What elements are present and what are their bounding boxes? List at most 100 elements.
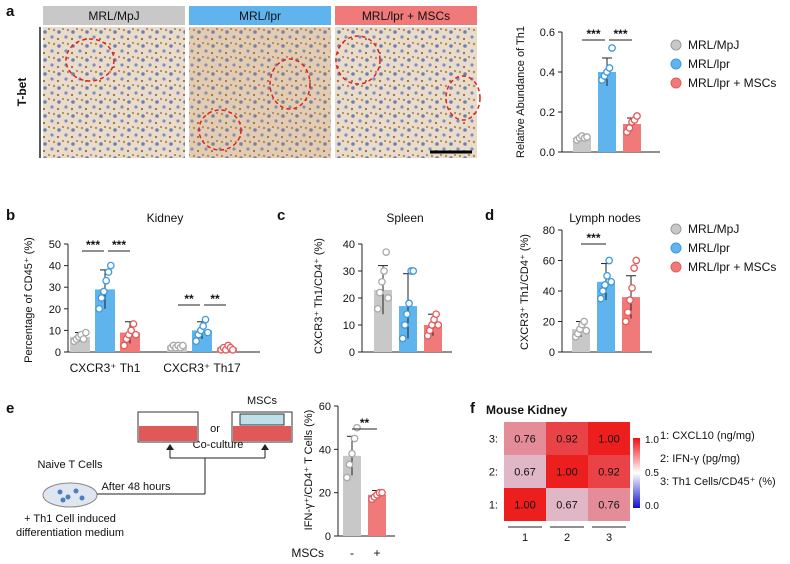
e-0-point (350, 434, 359, 443)
heatmap-key: 2: IFN-γ (pg/mg) (660, 453, 740, 465)
e-xtick-label: + (373, 546, 380, 560)
micrograph-mpj (43, 27, 185, 158)
b-ylabel: Percentage of CD45⁺ (%) (23, 237, 35, 363)
heatmap-cell (588, 422, 630, 455)
colorbar-tick: 1.0 (645, 435, 659, 446)
colorbar-tick: 0.0 (645, 501, 659, 512)
or-label: or (210, 423, 220, 435)
e-ytick-label: 20 (319, 488, 331, 500)
header-mpj (43, 6, 185, 25)
c-ytick-label: 20 (343, 293, 355, 305)
d-2-point (632, 256, 641, 265)
b-0-1-bar (95, 289, 115, 352)
panel-label-a: a (6, 3, 15, 20)
heatmap-cell (546, 455, 588, 488)
petri-dish (42, 482, 98, 508)
a-ytick-label: 0.0 (540, 147, 555, 159)
a1-sig-label: *** (586, 27, 600, 41)
chart-d: Lymph nodes 0 20 40 60 80 CXCR3⁺ Th1/CD4⁺ (%) *… (519, 211, 652, 359)
c-title: Spleen (386, 211, 423, 225)
c-1-point (409, 267, 418, 275)
e-1-bar (368, 494, 386, 536)
d-1-point (605, 256, 614, 265)
heatmap-cell (546, 422, 588, 455)
c-0-point (373, 304, 382, 313)
b-1-0-point (178, 341, 187, 350)
heatmap-col-label: 3 (606, 532, 612, 544)
b-ytick-label: 30 (49, 282, 61, 294)
b-1-2-point (228, 345, 237, 354)
b-1-1-point (203, 328, 212, 337)
d-ytick-label: 40 (543, 286, 555, 298)
d-1-point (603, 271, 611, 280)
e-0-point (345, 460, 354, 469)
a-2-point (633, 112, 641, 120)
c-1-point (398, 334, 407, 343)
header-msc-label: MRL/lpr + MSCs (362, 9, 450, 23)
b-0-1-point (102, 276, 111, 285)
heatmap-cell-value: 0.76 (514, 434, 535, 446)
c-ylabel: CXCR3⁺ Th1/CD4⁺ (%) (313, 238, 325, 354)
medium-label-2: differentiation medium (16, 527, 124, 539)
medium-label-1: + Th1 Cell induced (24, 513, 116, 525)
e-ytick-label: 40 (319, 444, 331, 456)
e-ytick-label: 60 (319, 401, 331, 413)
d1-sig-label: *** (586, 231, 600, 245)
heatmap-cell-value: 0.92 (598, 467, 619, 479)
c-0-point (380, 267, 388, 275)
c-ytick-label: 30 (343, 266, 355, 278)
coculture-label: Co-culture (193, 439, 244, 451)
mscs-label: MSCs (247, 395, 277, 407)
c-ytick-label: 0 (349, 347, 355, 359)
heatmap-cell (588, 455, 630, 488)
legend-top-mpj: MRL/MpJ (688, 38, 739, 52)
d-2-point (623, 308, 632, 317)
e1-sig-label: ** (360, 416, 370, 430)
heatmap-f: Mouse Kidney 0.76 0.92 1.00 3: 0.67 1.00 0.92 2… (486, 403, 776, 544)
d-title: Lymph nodes (569, 211, 641, 225)
heatmap-cell-value: 0.92 (556, 434, 577, 446)
d-2-point (630, 264, 639, 272)
legend-top: MRL/MpJ MRL/lpr MRL/lpr + MSCs (670, 38, 776, 90)
micrograph-msc (335, 27, 481, 158)
a-ytick-label: 0.2 (540, 107, 555, 119)
b-ytick-label: 50 (49, 239, 61, 251)
b-title: Kidney (147, 211, 184, 225)
header-lpr-label: MRL/lpr (239, 9, 281, 23)
c-1-point (400, 321, 409, 329)
heatmap-cell-value: 1.00 (514, 500, 535, 512)
b4-sig-label: ** (210, 292, 220, 306)
a-1-point (608, 44, 616, 52)
c-0-point (378, 277, 386, 286)
chart-e: 0 20 40 60 - + MSCs IFN-γ⁺/CD4⁺ T Cells (%) ** (291, 401, 395, 560)
panel-label-d: d (485, 207, 494, 224)
after-label: After 48 hours (101, 481, 171, 493)
c-2-point (434, 321, 443, 329)
legend-top-msc: MRL/lpr + MSCs (688, 76, 776, 90)
a-1-point (605, 64, 614, 72)
header-lpr (189, 6, 331, 25)
legend-mid-mpj: MRL/MpJ (688, 222, 739, 236)
heatmap-key: 1: CXCL10 (ng/mg) (660, 430, 755, 442)
d-ytick-label: 0 (549, 347, 555, 359)
heatmap-cell (588, 488, 630, 521)
e-0-point (343, 473, 351, 482)
panel-label-b: b (6, 207, 15, 224)
b-0-0-point (79, 335, 88, 343)
row-label-tbet: T-bet (15, 78, 29, 107)
c-ytick-label: 40 (343, 239, 355, 251)
header-mpj-label: MRL/MpJ (88, 9, 139, 23)
b-ytick-label: 10 (49, 325, 61, 337)
b-0-2-point (127, 326, 136, 335)
b-1-1-point (199, 322, 208, 330)
b-group-label: CXCR3⁺ Th1 (70, 361, 141, 375)
a-0-point (583, 133, 591, 141)
d-2-point (621, 317, 630, 326)
c-0-point (375, 288, 384, 297)
a2-sig-label: *** (613, 27, 627, 41)
micrograph-lpr (189, 27, 331, 158)
heatmap-col-label: 1 (522, 532, 528, 544)
d-0-point (582, 326, 591, 335)
legend-mid-msc: MRL/lpr + MSCs (688, 260, 776, 274)
chart-c: Spleen 0 10 20 30 40 CXCR3⁺ Th1/CD4⁺ (%) (313, 211, 452, 359)
